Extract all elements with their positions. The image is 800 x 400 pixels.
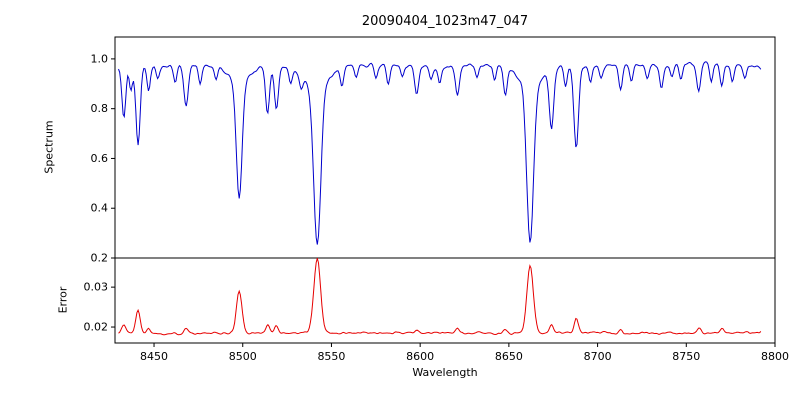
x-tick-label: 8800 <box>761 350 789 363</box>
chart-title: 20090404_1023m47_047 <box>361 14 529 29</box>
x-tick-label: 8550 <box>317 350 345 363</box>
x-tick-label: 8600 <box>406 350 434 363</box>
x-tick-label: 8650 <box>495 350 523 363</box>
error-axes-box <box>114 257 776 344</box>
spectrum-y-tick-label: 0.4 <box>91 202 109 215</box>
error-y-tick-label: 0.02 <box>84 321 109 334</box>
x-tick-label: 8450 <box>140 350 168 363</box>
spectrum-y-tick-label: 0.6 <box>91 152 109 165</box>
spectrum-axes-box <box>114 36 776 259</box>
error-y-tick-label: 0.03 <box>84 281 109 294</box>
error-line <box>118 258 762 336</box>
x-tick-label: 8500 <box>229 350 257 363</box>
x-axis-label: Wavelength <box>412 366 478 379</box>
x-tick-label: 8750 <box>672 350 700 363</box>
spectrum-line <box>118 61 762 245</box>
spectrum-y-tick-label: 0.8 <box>91 102 109 115</box>
x-tick-label: 8700 <box>584 350 612 363</box>
spectrum-y-tick-label: 0.2 <box>91 252 109 265</box>
spectrum-y-tick-label: 1.0 <box>91 52 109 65</box>
